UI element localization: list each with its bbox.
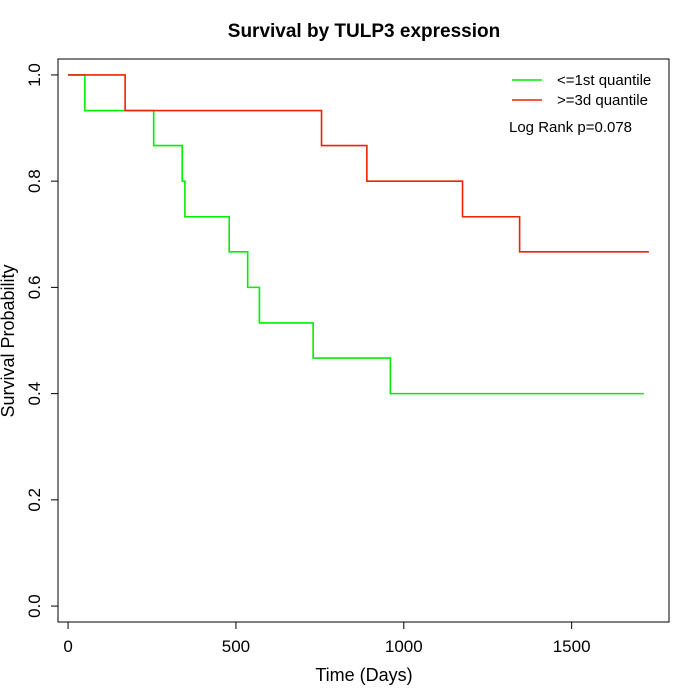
- x-tick-label: 1000: [385, 637, 423, 656]
- legend-label: >=3d quantile: [557, 92, 648, 109]
- x-axis-label: Time (Days): [315, 665, 412, 685]
- y-tick-label: 0.8: [25, 169, 44, 193]
- y-axis: 0.0 0.2 0.4 0.6 0.8 1.0: [25, 63, 59, 618]
- x-tick-label: 500: [222, 637, 250, 656]
- y-tick-label: 1.0: [25, 63, 44, 87]
- y-tick-label: 0.2: [25, 488, 44, 512]
- y-axis-label: Survival Probability: [0, 264, 18, 417]
- x-tick-label: 0: [63, 637, 72, 656]
- chart-title: Survival by TULP3 expression: [228, 21, 500, 42]
- y-tick-label: 0.4: [25, 382, 44, 406]
- legend: <=1st quantile >=3d quantile: [512, 72, 651, 109]
- plot-frame: [57, 58, 670, 623]
- legend-label: <=1st quantile: [557, 72, 651, 89]
- x-tick-label: 1500: [553, 637, 591, 656]
- y-tick-label: 0.6: [25, 276, 44, 300]
- log-rank-annotation: Log Rank p=0.078: [509, 119, 632, 136]
- survival-curve-high: [68, 74, 649, 253]
- x-axis: 0 500 1000 1500: [63, 621, 591, 656]
- survival-curve-low: [68, 74, 644, 395]
- y-tick-label: 0.0: [25, 594, 44, 618]
- survival-curves: [68, 74, 649, 395]
